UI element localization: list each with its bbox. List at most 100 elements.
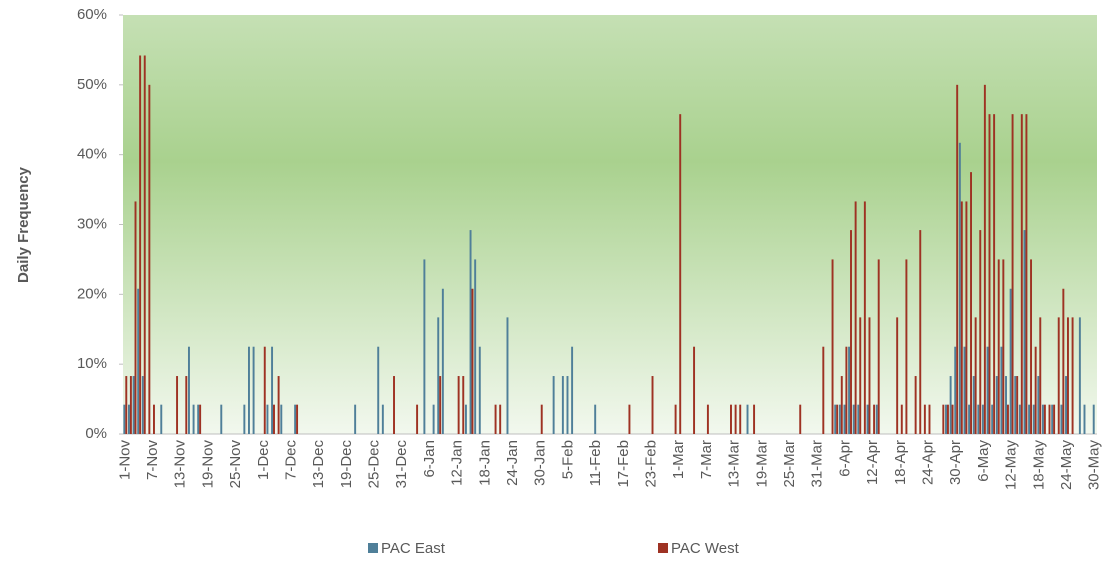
bar <box>471 288 474 434</box>
bar <box>838 404 841 434</box>
bar <box>986 346 989 434</box>
bar <box>134 201 137 434</box>
bar <box>954 346 957 434</box>
bar <box>848 346 851 434</box>
bar <box>983 84 986 434</box>
x-tick-label: 19-Nov <box>199 440 216 489</box>
x-tick-label: 30-Apr <box>947 440 964 485</box>
legend-swatch <box>658 543 668 553</box>
bar <box>977 404 980 434</box>
bar <box>248 346 250 434</box>
bar <box>746 404 749 434</box>
bar <box>960 201 963 434</box>
x-tick-label: 1-Mar <box>670 440 687 479</box>
bar <box>160 404 163 434</box>
bar <box>1016 376 1019 434</box>
legend-label: PAC East <box>381 540 446 557</box>
bar <box>469 230 472 434</box>
x-tick-label: 6-May <box>975 440 992 482</box>
legend-swatch <box>368 543 378 553</box>
x-tick-label: 24-Jan <box>504 440 521 486</box>
bar <box>540 404 543 434</box>
bar <box>127 404 130 434</box>
bar <box>1006 404 1009 434</box>
bar <box>354 404 357 434</box>
bar <box>273 404 275 434</box>
x-tick-label: 1-Nov <box>116 440 133 481</box>
bar <box>1011 114 1014 434</box>
bar <box>914 376 917 434</box>
bar <box>1048 404 1051 434</box>
bar <box>1039 317 1042 434</box>
bar <box>866 404 869 434</box>
bar <box>423 259 426 434</box>
bar <box>377 346 380 434</box>
bar <box>850 230 852 434</box>
bar <box>919 230 922 434</box>
bar <box>1078 317 1081 434</box>
bar <box>988 114 991 434</box>
bar <box>1092 404 1095 434</box>
bar <box>900 404 903 434</box>
bar <box>946 404 949 434</box>
bar <box>393 376 395 434</box>
bar <box>1014 376 1017 434</box>
bar <box>280 404 283 434</box>
bar <box>896 317 899 434</box>
bar <box>1066 317 1069 434</box>
bar <box>859 317 862 434</box>
bar <box>381 404 384 434</box>
bar <box>628 404 631 434</box>
x-tick-label: 19-Dec <box>338 440 355 489</box>
bar <box>945 404 947 434</box>
bar <box>499 404 502 434</box>
bar <box>432 404 435 434</box>
bar <box>441 288 444 434</box>
bar <box>873 404 876 434</box>
x-tick-label: 25-Mar <box>781 440 798 488</box>
x-tick-label: 30-Jan <box>532 440 549 486</box>
bar <box>457 376 460 434</box>
bar <box>494 404 497 434</box>
bar <box>863 201 866 434</box>
bar <box>875 404 878 434</box>
bar <box>979 230 982 434</box>
bar <box>243 404 246 434</box>
bar <box>1032 404 1035 434</box>
bar <box>187 346 190 434</box>
bar <box>1037 376 1040 434</box>
bar <box>571 346 574 434</box>
bar <box>877 259 880 434</box>
y-tick-label: 60% <box>77 6 107 23</box>
x-tick-label: 5-Feb <box>559 440 576 479</box>
bar <box>928 404 931 434</box>
bar <box>868 317 871 434</box>
bar <box>857 404 860 434</box>
x-tick-label: 18-Jan <box>476 440 493 486</box>
bar <box>970 172 972 434</box>
bar <box>905 259 908 434</box>
bar <box>834 404 837 434</box>
x-tick-label: 19-Mar <box>753 440 770 488</box>
y-tick-label: 20% <box>77 285 107 302</box>
x-tick-label: 12-Apr <box>864 440 881 485</box>
bar <box>176 376 179 434</box>
bar <box>143 55 146 435</box>
bar <box>679 114 682 434</box>
bar <box>822 346 825 434</box>
bar <box>185 376 188 434</box>
bar <box>734 404 737 434</box>
bar <box>437 317 440 434</box>
x-tick-label: 13-Mar <box>726 440 743 488</box>
bar <box>141 376 144 434</box>
bar <box>981 404 984 434</box>
plot-area <box>123 15 1097 434</box>
bar <box>1020 114 1023 434</box>
bar <box>1057 317 1060 434</box>
bar <box>1025 114 1028 434</box>
bar <box>271 346 274 434</box>
x-tick-label: 31-Mar <box>809 440 826 488</box>
bar <box>1053 404 1056 434</box>
x-tick-label: 23-Feb <box>643 440 660 488</box>
bar <box>137 288 140 434</box>
